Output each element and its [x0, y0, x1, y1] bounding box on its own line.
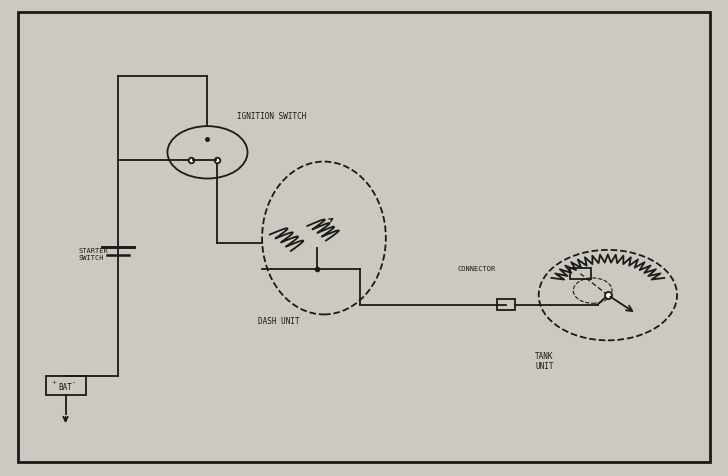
Bar: [45, 376, 86, 395]
Text: -: -: [73, 379, 76, 385]
Text: TANK
UNIT: TANK UNIT: [535, 352, 553, 371]
Bar: [497, 299, 515, 310]
Bar: [570, 268, 590, 279]
Text: STARTER
SWITCH: STARTER SWITCH: [79, 248, 108, 261]
Text: BAT: BAT: [58, 383, 73, 392]
Text: DASH UNIT: DASH UNIT: [258, 317, 300, 326]
Text: +: +: [52, 380, 57, 385]
Text: CONNECTOR: CONNECTOR: [457, 266, 496, 272]
Text: IGNITION SWITCH: IGNITION SWITCH: [237, 112, 306, 121]
